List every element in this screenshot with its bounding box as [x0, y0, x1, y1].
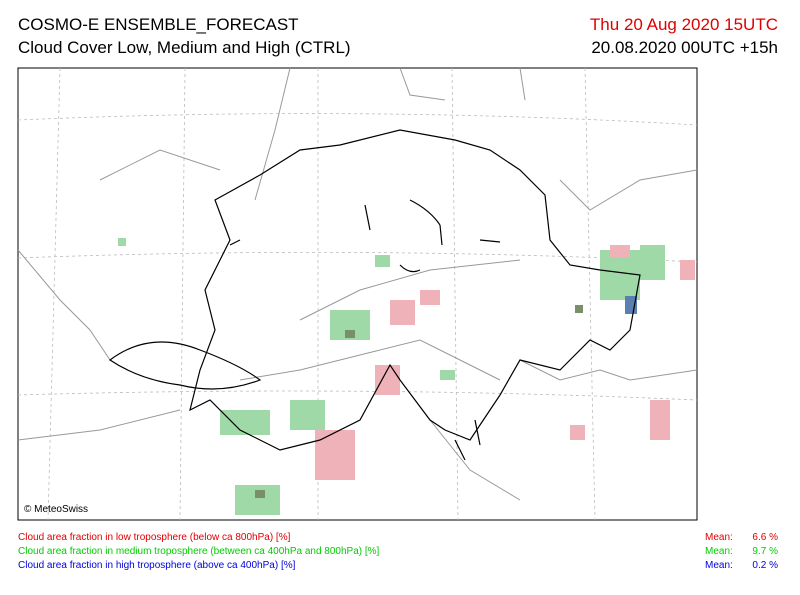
run-time: 20.08.2020 00UTC +15h [591, 38, 778, 57]
subtitle: Cloud Cover Low, Medium and High (CTRL) [18, 38, 351, 57]
legend: Cloud area fraction in low troposphere (… [18, 532, 778, 571]
title: COSMO-E ENSEMBLE_FORECAST [18, 15, 299, 34]
legend-mean-label: Mean: [705, 560, 733, 571]
valid-time: Thu 20 Aug 2020 15UTC [590, 15, 778, 34]
legend-label: Cloud area fraction in low troposphere (… [18, 532, 291, 543]
country-border [108, 129, 641, 461]
legend-mean: 0.2 % [752, 560, 778, 571]
legend-mean-label: Mean: [705, 546, 733, 557]
legend-mean-label: Mean: [705, 532, 733, 543]
map: © MeteoSwiss [17, 67, 698, 521]
legend-mean: 6.6 % [752, 532, 778, 543]
legend-mean: 9.7 % [752, 546, 778, 557]
legend-label: Cloud area fraction in high troposphere … [18, 560, 296, 571]
boundaries [17, 67, 698, 501]
clouds [118, 238, 695, 515]
legend-label: Cloud area fraction in medium tropospher… [18, 546, 380, 557]
copyright: © MeteoSwiss [24, 504, 88, 515]
